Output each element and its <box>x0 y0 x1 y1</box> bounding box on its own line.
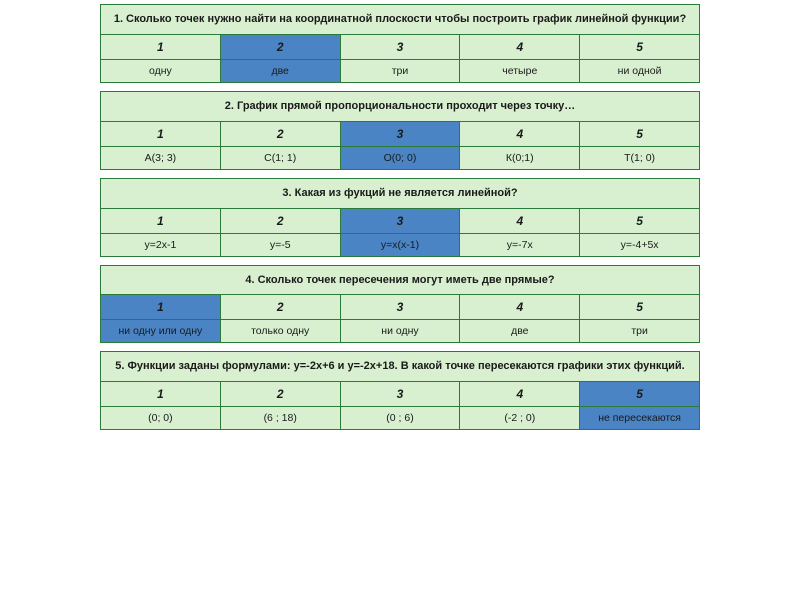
num-2-1: 1 <box>101 121 221 146</box>
ans-5-1: (0; 0) <box>101 407 221 430</box>
ans-5-2: (6 ; 18) <box>220 407 340 430</box>
ans-2-5: Т(1; 0) <box>580 146 700 169</box>
ans-4-1: ни одну или одну <box>101 320 221 343</box>
question-block-2: 2. График прямой пропорциональности прох… <box>100 91 700 170</box>
num-1-1: 1 <box>101 34 221 59</box>
question-block-5: 5. Функции заданы формулами: y=-2x+6 и y… <box>100 351 700 430</box>
ans-2-3: О(0; 0) <box>340 146 460 169</box>
num-5-3: 3 <box>340 382 460 407</box>
num-4-4: 4 <box>460 295 580 320</box>
ans-3-4: y=-7x <box>460 233 580 256</box>
answer-row-4: ни одну или одну только одну ни одну две… <box>101 320 700 343</box>
num-3-1: 1 <box>101 208 221 233</box>
num-5-4: 4 <box>460 382 580 407</box>
num-4-5: 5 <box>580 295 700 320</box>
ans-2-2: С(1; 1) <box>220 146 340 169</box>
number-row-5: 1 2 3 4 5 <box>101 382 700 407</box>
ans-1-4: четыре <box>460 59 580 82</box>
ans-4-2: только одну <box>220 320 340 343</box>
num-5-5: 5 <box>580 382 700 407</box>
question-title-3: 3. Какая из фукций не является линейной? <box>101 178 700 208</box>
number-row-4: 1 2 3 4 5 <box>101 295 700 320</box>
num-5-2: 2 <box>220 382 340 407</box>
ans-4-4: две <box>460 320 580 343</box>
num-3-2: 2 <box>220 208 340 233</box>
num-2-3: 3 <box>340 121 460 146</box>
num-1-3: 3 <box>340 34 460 59</box>
ans-4-5: три <box>580 320 700 343</box>
num-2-2: 2 <box>220 121 340 146</box>
num-4-3: 3 <box>340 295 460 320</box>
ans-2-1: А(3; 3) <box>101 146 221 169</box>
num-3-5: 5 <box>580 208 700 233</box>
num-1-5: 5 <box>580 34 700 59</box>
ans-1-3: три <box>340 59 460 82</box>
question-block-4: 4. Сколько точек пересечения могут иметь… <box>100 265 700 344</box>
question-block-1: 1. Сколько точек нужно найти на координа… <box>100 4 700 83</box>
question-title-4: 4. Сколько точек пересечения могут иметь… <box>101 265 700 295</box>
num-2-4: 4 <box>460 121 580 146</box>
question-block-3: 3. Какая из фукций не является линейной?… <box>100 178 700 257</box>
answer-row-1: одну две три четыре ни одной <box>101 59 700 82</box>
question-title-1: 1. Сколько точек нужно найти на координа… <box>101 5 700 35</box>
num-4-1: 1 <box>101 295 221 320</box>
num-4-2: 2 <box>220 295 340 320</box>
ans-4-3: ни одну <box>340 320 460 343</box>
answer-row-3: y=2x-1 y=-5 y=x(x-1) y=-7x y=-4+5x <box>101 233 700 256</box>
num-3-4: 4 <box>460 208 580 233</box>
ans-3-1: y=2x-1 <box>101 233 221 256</box>
ans-1-1: одну <box>101 59 221 82</box>
number-row-3: 1 2 3 4 5 <box>101 208 700 233</box>
num-1-2: 2 <box>220 34 340 59</box>
quiz-container: 1. Сколько точек нужно найти на координа… <box>100 4 700 430</box>
ans-5-4: (-2 ; 0) <box>460 407 580 430</box>
ans-3-2: y=-5 <box>220 233 340 256</box>
ans-3-3: y=x(x-1) <box>340 233 460 256</box>
ans-3-5: y=-4+5x <box>580 233 700 256</box>
ans-1-2: две <box>220 59 340 82</box>
answer-row-2: А(3; 3) С(1; 1) О(0; 0) К(0;1) Т(1; 0) <box>101 146 700 169</box>
question-title-2: 2. График прямой пропорциональности прох… <box>101 91 700 121</box>
ans-5-5: не пересекаются <box>580 407 700 430</box>
ans-5-3: (0 ; 6) <box>340 407 460 430</box>
number-row-1: 1 2 3 4 5 <box>101 34 700 59</box>
num-1-4: 4 <box>460 34 580 59</box>
answer-row-5: (0; 0) (6 ; 18) (0 ; 6) (-2 ; 0) не пере… <box>101 407 700 430</box>
question-title-5: 5. Функции заданы формулами: y=-2x+6 и y… <box>101 352 700 382</box>
num-5-1: 1 <box>101 382 221 407</box>
num-2-5: 5 <box>580 121 700 146</box>
number-row-2: 1 2 3 4 5 <box>101 121 700 146</box>
ans-2-4: К(0;1) <box>460 146 580 169</box>
num-3-3: 3 <box>340 208 460 233</box>
ans-1-5: ни одной <box>580 59 700 82</box>
